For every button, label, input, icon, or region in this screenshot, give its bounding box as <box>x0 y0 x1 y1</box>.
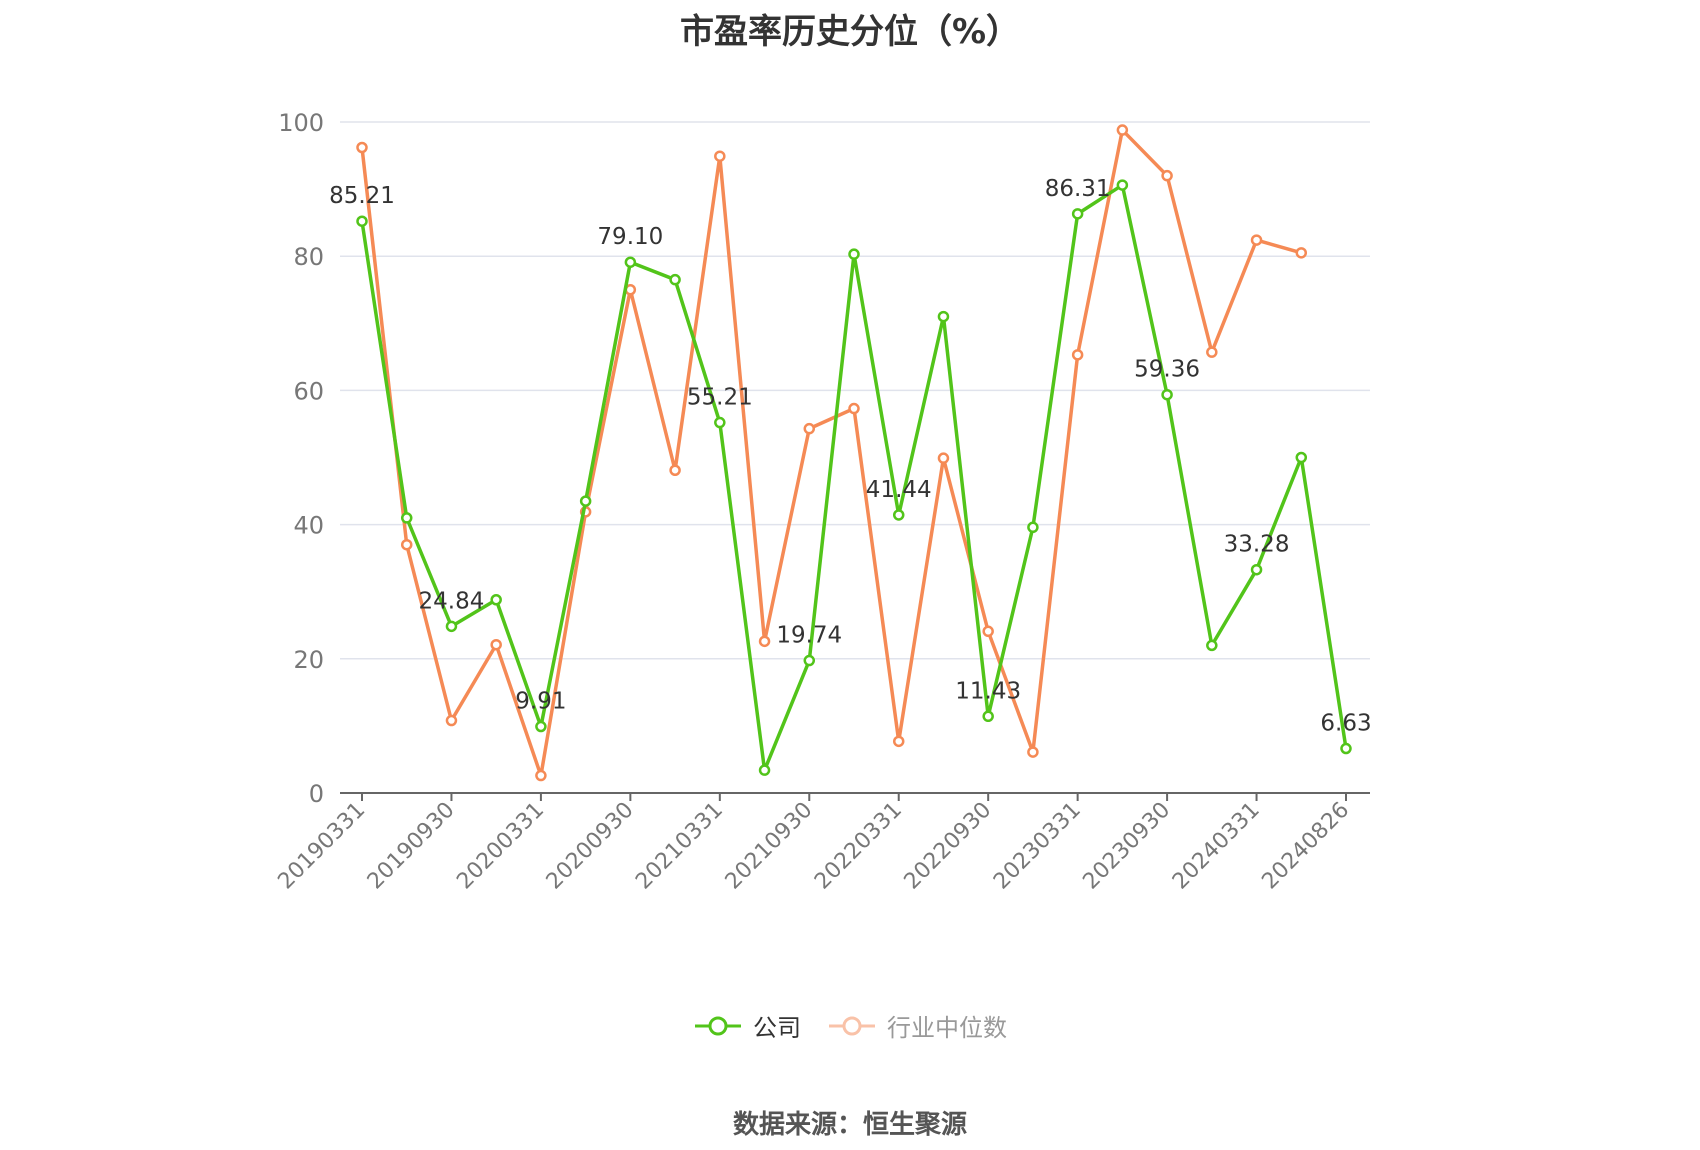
data-point-industry <box>803 422 816 435</box>
data-point-industry <box>490 638 502 651</box>
chart-title: 市盈率历史分位（%） <box>679 12 1021 52</box>
y-tick-label: 40 <box>293 512 324 540</box>
legend: 公司 行业中位数 <box>0 1008 1700 1043</box>
data-point-company <box>937 310 950 323</box>
data-point-industry <box>1071 349 1084 361</box>
data-point-industry <box>535 769 547 782</box>
data-point-company <box>1161 388 1173 401</box>
legend-item-company[interactable]: 公司 <box>693 1008 801 1043</box>
legend-label-company: 公司 <box>753 1014 801 1042</box>
axes: 0 20 40 60 80 100 2019033120190930202003312020… <box>273 109 1370 894</box>
series-lines <box>356 124 1352 782</box>
data-label: 55.21 <box>687 385 753 411</box>
data-point-company <box>579 495 592 507</box>
data-label: 41.44 <box>866 477 932 503</box>
data-point-company <box>1250 563 1263 576</box>
data-point-company <box>758 764 771 776</box>
legend-item-industry[interactable]: 行业中位数 <box>827 1008 1007 1043</box>
data-point-industry <box>848 402 860 415</box>
data-label: 24.84 <box>419 588 485 614</box>
data-point-company <box>535 720 547 733</box>
data-point-industry <box>1206 346 1218 358</box>
data-label: 11.43 <box>955 678 1021 704</box>
data-point-company <box>400 512 413 524</box>
x-tick-label: 20220930 <box>900 798 997 895</box>
data-point-company <box>1340 742 1352 755</box>
x-tick-label: 20190930 <box>363 798 460 895</box>
data-point-company <box>892 509 905 521</box>
data-source: 数据来源：恒生聚源 <box>732 1110 967 1140</box>
x-tick-label: 20240331 <box>1168 798 1265 895</box>
data-point-company <box>982 710 994 723</box>
data-point-company <box>1206 639 1218 652</box>
data-label: 79.10 <box>597 224 663 250</box>
data-point-industry <box>1295 247 1308 259</box>
x-tick-label: 20220331 <box>810 798 907 895</box>
x-tick-label: 20200331 <box>452 798 549 895</box>
y-tick-label: 20 <box>293 646 324 674</box>
y-tick-label: 60 <box>293 377 324 405</box>
data-point-industry <box>758 635 771 648</box>
data-point-company <box>1116 179 1129 191</box>
data-point-industry <box>669 464 681 476</box>
data-point-industry <box>1116 124 1129 136</box>
x-tick-label: 20230331 <box>989 798 1086 895</box>
data-point-industry <box>1250 234 1263 246</box>
series-line-industry <box>360 128 1302 778</box>
data-label: 33.28 <box>1224 532 1290 558</box>
y-tick-label: 80 <box>293 243 324 271</box>
data-point-company <box>1027 521 1039 534</box>
data-point-industry <box>445 714 458 727</box>
data-label: 59.36 <box>1134 357 1200 383</box>
grid-lines <box>340 121 1370 660</box>
x-tick-label: 20210331 <box>631 798 728 895</box>
x-tick-label: 20190331 <box>273 798 370 895</box>
legend-marker-industry <box>829 1016 875 1035</box>
x-tick-label: 20230930 <box>1078 798 1175 895</box>
x-tick-label: 20240826 <box>1257 798 1354 895</box>
data-point-company <box>669 273 681 286</box>
data-point-company <box>714 416 726 429</box>
data-point-industry <box>892 735 905 748</box>
y-tick-label: 0 <box>309 780 324 808</box>
x-tick-label: 20200930 <box>542 798 639 895</box>
data-point-company <box>848 248 860 260</box>
x-tick-label: 20210930 <box>721 798 818 895</box>
data-point-company <box>1071 208 1084 220</box>
data-label: 6.63 <box>1320 711 1371 737</box>
data-point-industry <box>937 452 950 464</box>
data-point-company <box>356 215 368 227</box>
legend-marker-company <box>695 1016 741 1035</box>
data-labels: 85.21 24.84 9.91 79.10 55.21 19.74 41.44 11.43 8… <box>329 176 1372 737</box>
data-point-industry <box>1161 169 1173 182</box>
data-label: 85.21 <box>329 183 395 209</box>
data-point-industry <box>714 150 726 162</box>
legend-label-industry: 行业中位数 <box>887 1014 1007 1042</box>
data-point-industry <box>356 141 368 154</box>
data-label: 86.31 <box>1045 176 1111 202</box>
data-point-company <box>490 594 502 606</box>
data-point-industry <box>1027 746 1039 758</box>
data-point-company <box>803 654 816 667</box>
data-point-company <box>624 256 637 268</box>
data-point-industry <box>982 625 994 638</box>
data-label: 9.91 <box>515 689 566 715</box>
data-point-company <box>1295 451 1308 464</box>
y-tick-label: 100 <box>278 109 324 137</box>
data-label: 19.74 <box>776 623 842 649</box>
data-point-industry <box>400 538 413 551</box>
data-point-company <box>445 620 458 633</box>
